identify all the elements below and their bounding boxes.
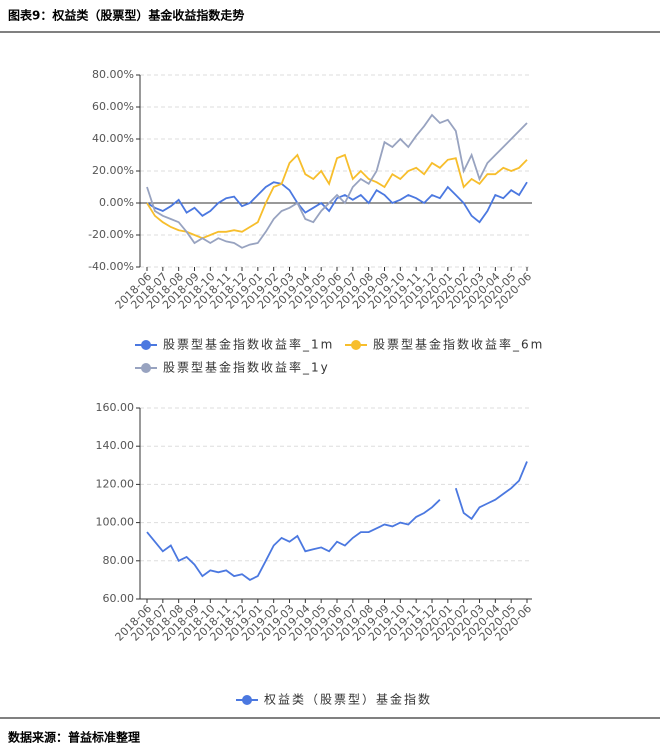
y-tick-label: 80.00 — [103, 554, 135, 567]
y-tick-label: 0.00% — [99, 196, 134, 209]
series-line — [146, 181, 528, 224]
source: 数据来源：普益标准整理 — [8, 730, 140, 745]
y-tick-label: 120.00 — [96, 477, 135, 490]
legend-label: 股票型基金指数收益率_1y — [163, 360, 330, 375]
y-tick-label: 40.00% — [92, 132, 134, 145]
y-tick-label: -40.00% — [88, 260, 134, 273]
y-tick-label: 20.00% — [92, 164, 134, 177]
y-tick-label: -20.00% — [88, 228, 134, 241]
series-line — [146, 113, 528, 249]
legend-label: 股票型基金指数收益率_1m — [163, 337, 334, 352]
legend-marker — [351, 340, 361, 350]
y-tick-label: 140.00 — [96, 439, 135, 452]
y-tick-label: 80.00% — [92, 68, 134, 81]
y-tick-label: 60.00% — [92, 100, 134, 113]
legend-label: 权益类（股票型）基金指数 — [264, 692, 432, 707]
series-line — [146, 461, 528, 581]
y-tick-label: 60.00 — [103, 592, 135, 605]
legend-marker — [141, 363, 151, 373]
y-tick-label: 160.00 — [96, 401, 135, 414]
legend-marker — [242, 695, 252, 705]
page-title: 图表9：权益类（股票型）基金收益指数走势 — [8, 8, 244, 23]
legend-label: 股票型基金指数收益率_6m — [373, 337, 544, 352]
series-line — [146, 153, 528, 240]
legend-marker — [141, 340, 151, 350]
y-tick-label: 100.00 — [96, 516, 135, 529]
